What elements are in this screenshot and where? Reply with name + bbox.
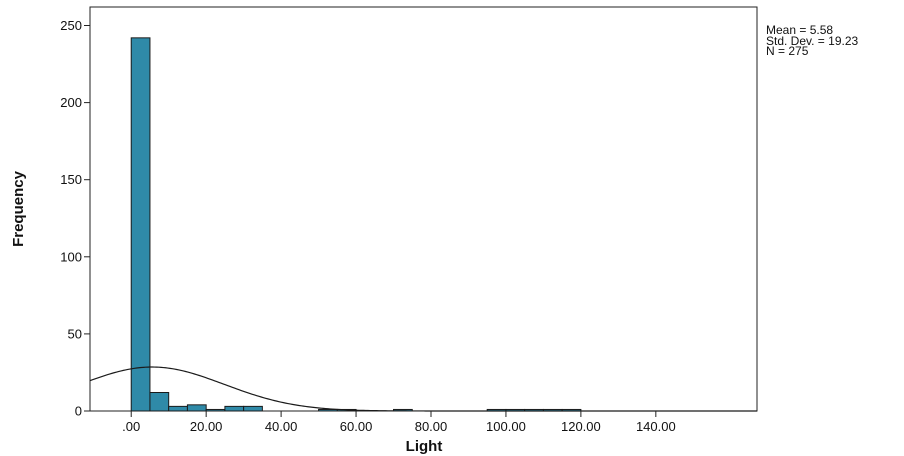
x-tick-label-7: 140.00 (636, 419, 676, 434)
y-tick-label-3: 150 (60, 172, 82, 187)
x-tick-label-3: 60.00 (340, 419, 373, 434)
histogram-bar-3 (186, 404, 207, 412)
y-tick-label-0: 0 (75, 404, 82, 419)
x-tick-label-6: 120.00 (561, 419, 601, 434)
histogram-bar-0 (130, 37, 151, 412)
x-tick-label-5: 100.00 (486, 419, 526, 434)
x-tick-label-2: 40.00 (265, 419, 298, 434)
x-axis-title: Light (406, 438, 443, 455)
x-axis: .00 20.00 40.00 60.00 80.00 100.00 120.00 140.0… (122, 411, 676, 434)
y-tick-label-4: 200 (60, 95, 82, 110)
x-tick-label-0: .00 (122, 419, 140, 434)
y-tick-label-2: 100 (60, 249, 82, 264)
histogram-bar-2 (168, 405, 188, 412)
bars-layer (130, 37, 582, 412)
x-tick-label-1: 20.00 (190, 419, 223, 434)
plot-frame (89, 6, 758, 412)
stats-mean: Mean = 5.58 (766, 23, 834, 37)
stats-std-dev: Std. Dev. = 19.23 (766, 33, 859, 48)
y-axis: 0 50 100 150 200 250 (60, 18, 90, 419)
y-tick-label-5: 250 (60, 18, 82, 33)
histogram-bar-6 (243, 405, 263, 412)
stats-n: N = 275 (766, 44, 809, 58)
y-axis-title: Frequency (10, 170, 27, 247)
histogram-bar-1 (149, 391, 170, 412)
histogram-bar-5 (224, 405, 245, 412)
y-tick-label-1: 50 (68, 326, 82, 341)
stats-box: Mean = 5.58 Std. Dev. = 19.23 N = 275 (766, 23, 859, 58)
x-tick-label-4: 80.00 (415, 419, 448, 434)
histogram-bar-4 (205, 408, 226, 412)
normal-curve (89, 366, 757, 412)
